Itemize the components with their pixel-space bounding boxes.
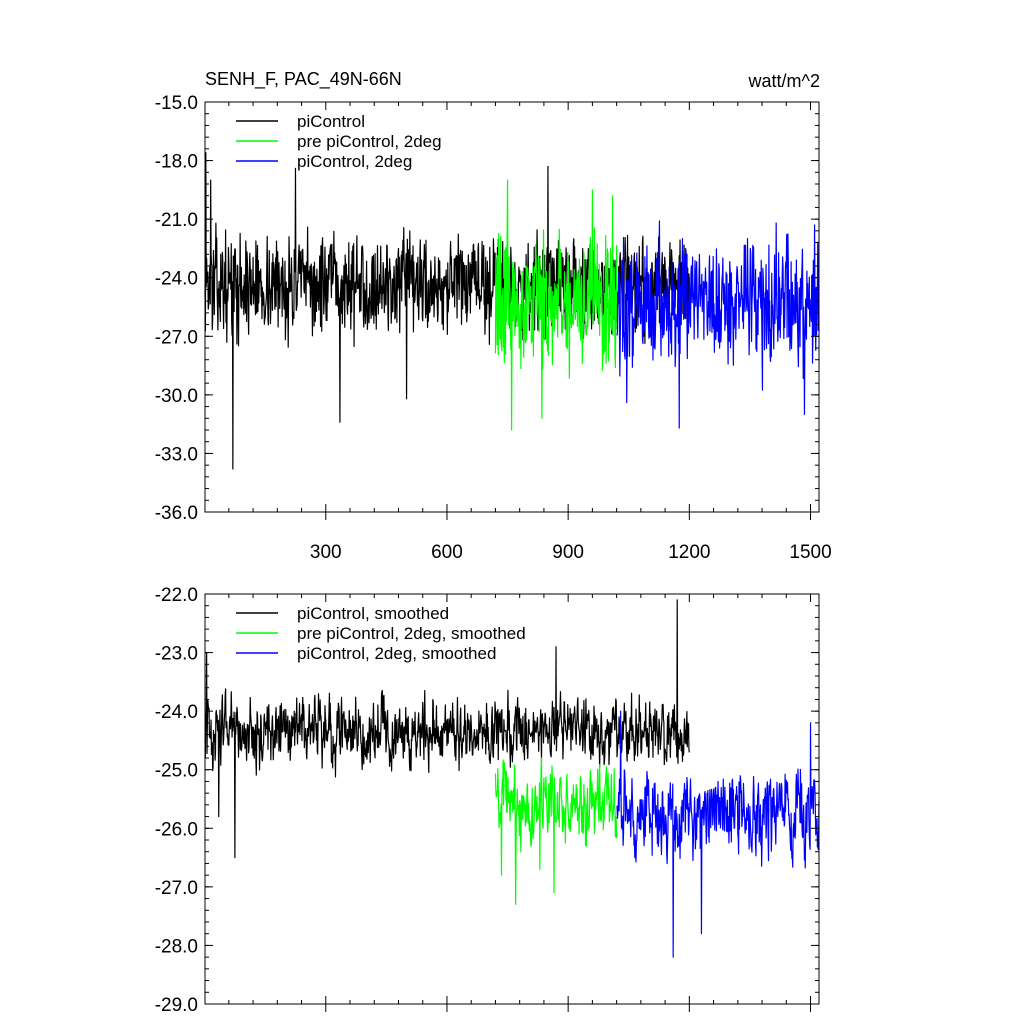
top-x-tick-label: 1500 [789, 542, 831, 563]
units-label: watt/m^2 [748, 71, 820, 91]
bottom-plot-frame [204, 593, 820, 1005]
bottom-y-tick-label: -25.0 [155, 761, 198, 782]
bottom-axes-ticks: -29.0 -28.0 -27.0 -26.0 -25.0 -24.0 -23.0 -22.0 [155, 585, 819, 1016]
top-legend-label-2: pre piControl, 2deg [297, 132, 442, 151]
top-y-tick-label: -15.0 [155, 93, 198, 114]
top-series-line-3 [616, 220, 820, 429]
bottom-y-tick-label: -24.0 [155, 702, 198, 723]
top-x-tick-label: 900 [552, 542, 584, 563]
top-y-tick-label: -33.0 [155, 444, 198, 465]
top-plot-frame [204, 101, 820, 513]
bottom-legend-label-1: piControl, smoothed [297, 604, 449, 623]
bottom-y-tick-label: -23.0 [155, 644, 198, 665]
top-legend-label-3: piControl, 2deg [297, 152, 412, 171]
top-y-tick-label: -36.0 [155, 503, 198, 524]
bottom-y-tick-label: -29.0 [155, 995, 198, 1016]
top-y-tick-label: -24.0 [155, 269, 198, 290]
top-legend-label-1: piControl [297, 112, 365, 131]
bottom-y-tick-label: -26.0 [155, 819, 198, 840]
chart-title: SENH_F, PAC_49N-66N [205, 69, 402, 90]
top-series-line-1 [204, 152, 690, 470]
bottom-series-line-3 [616, 710, 820, 958]
top-x-tick-label: 300 [310, 542, 342, 563]
top-x-tick-label: 1200 [668, 542, 710, 563]
bottom-series-group [204, 599, 820, 958]
top-x-tick-label: 600 [431, 542, 463, 563]
top-y-tick-label: -30.0 [155, 386, 198, 407]
bottom-series-line-1 [204, 599, 690, 859]
top-series-group [204, 152, 820, 470]
top-series-line-2 [494, 179, 618, 431]
top-y-tick-label: -27.0 [155, 327, 198, 348]
bottom-legend-label-2: pre piControl, 2deg, smoothed [297, 624, 526, 643]
bottom-y-tick-label: -27.0 [155, 878, 198, 899]
bottom-y-tick-label: -22.0 [155, 585, 198, 606]
bottom-series-line-2 [494, 757, 618, 906]
top-y-tick-label: -21.0 [155, 210, 198, 231]
top-panel: 300 600 900 1200 1500 -36.0 -33.0 -30.0 -27.0 -24… [155, 93, 832, 563]
bottom-y-tick-label: -28.0 [155, 936, 198, 957]
bottom-legend-label-3: piControl, 2deg, smoothed [297, 644, 496, 663]
top-y-tick-label: -18.0 [155, 152, 198, 173]
bottom-panel: -29.0 -28.0 -27.0 -26.0 -25.0 -24.0 -23.0 -22.0… [155, 585, 820, 1016]
top-axes-ticks: 300 600 900 1200 1500 -36.0 -33.0 -30.0 -27.0 -24… [155, 93, 832, 563]
